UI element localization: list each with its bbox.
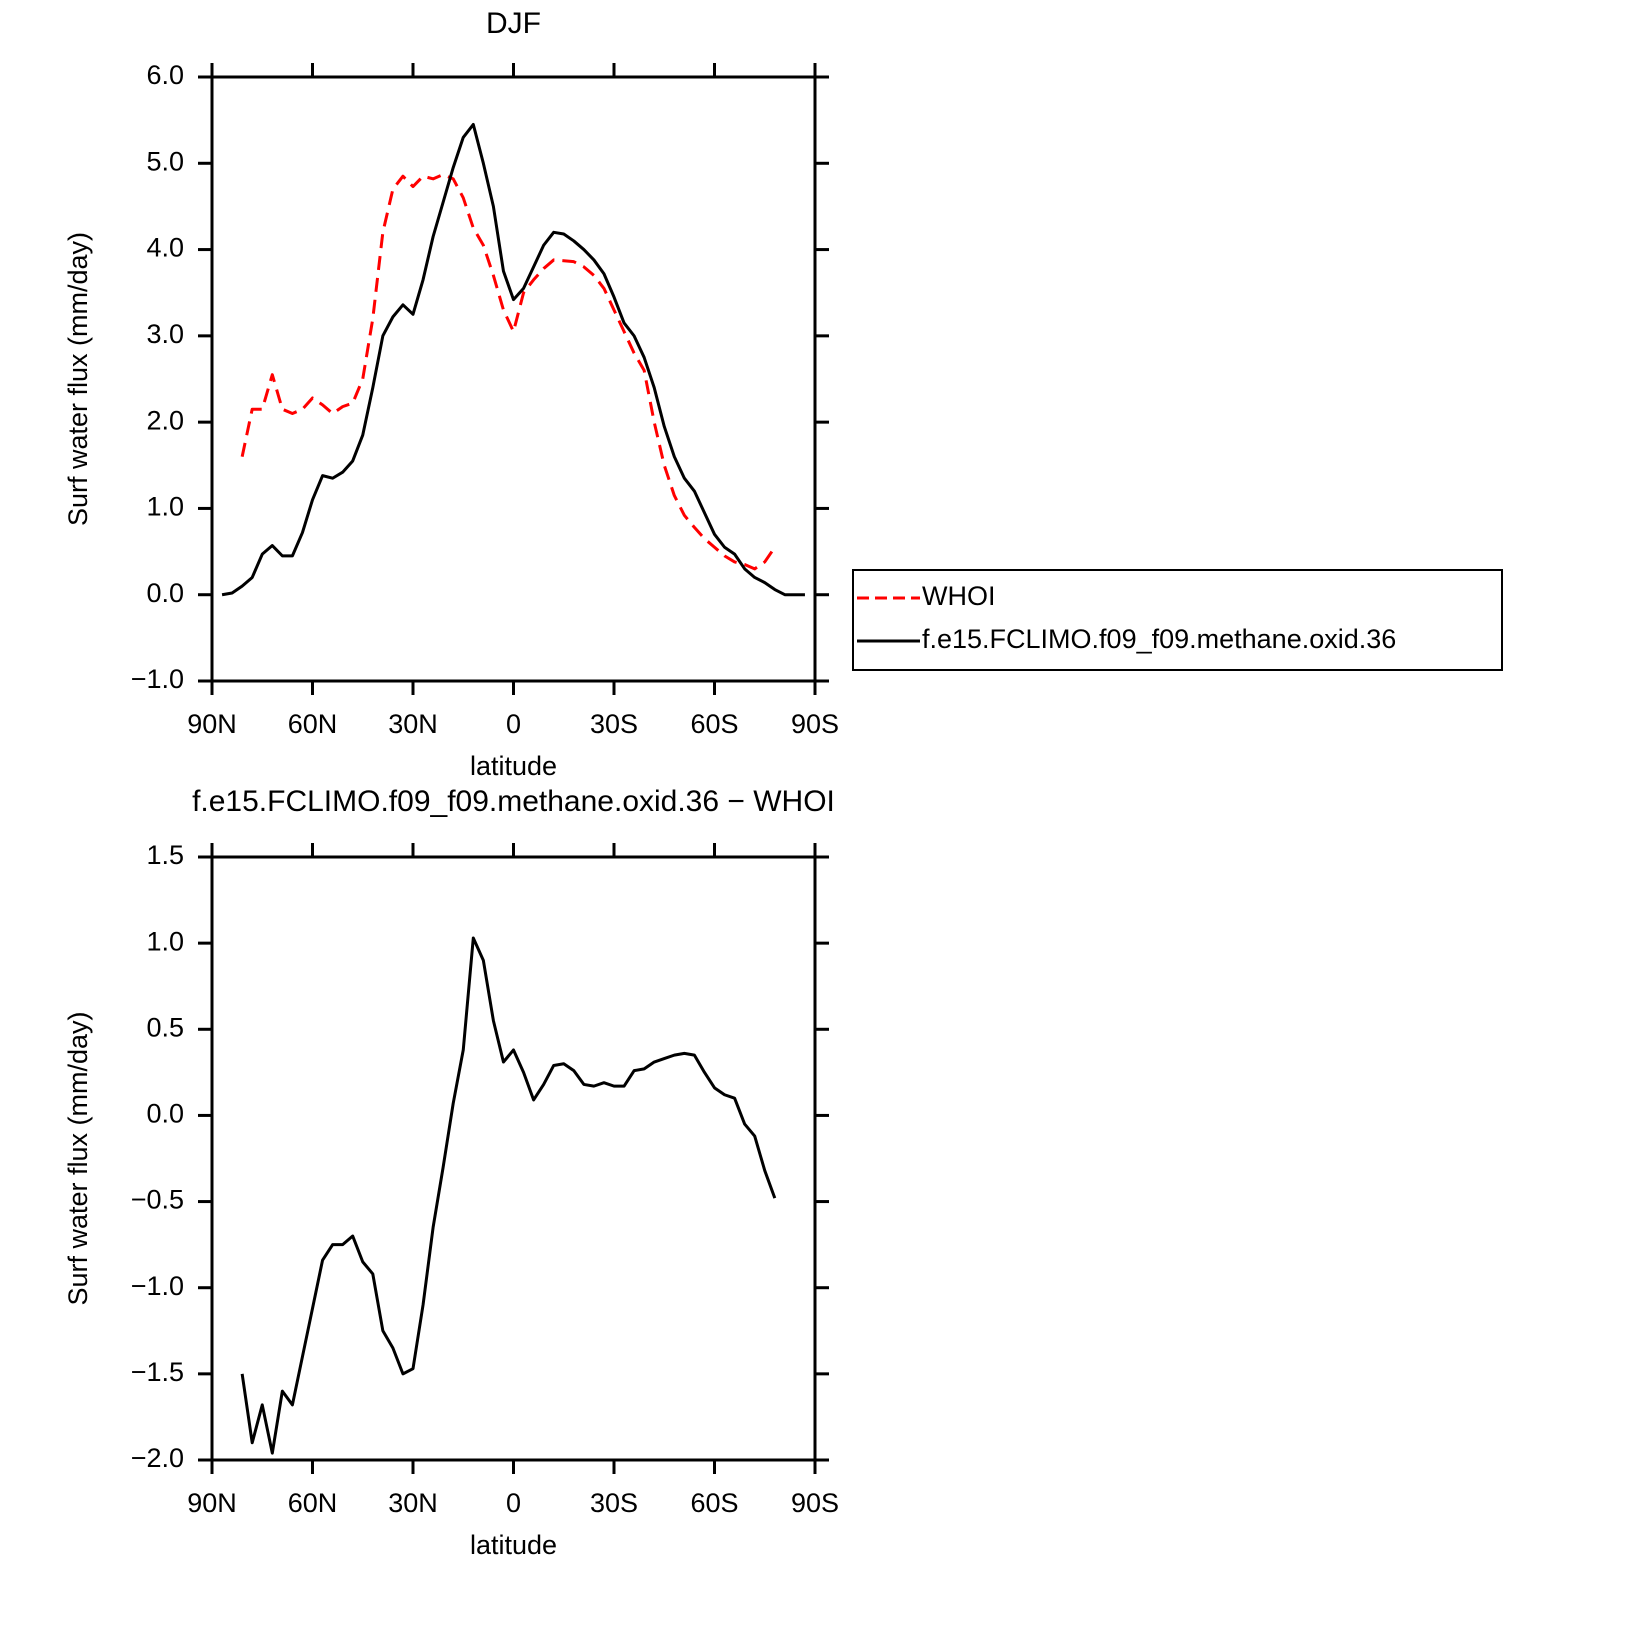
y-tick-label: 1.0 xyxy=(146,926,184,956)
legend-label: WHOI xyxy=(922,581,996,611)
y-tick-label: −2.0 xyxy=(131,1443,184,1473)
legend: WHOI f.e15.FCLIMO.f09_f09.methane.oxid.36 xyxy=(852,569,1503,671)
x-tick-label: 90S xyxy=(791,1488,839,1518)
x-axis-label: latitude xyxy=(470,1530,557,1560)
x-tick-label: 60S xyxy=(690,1488,738,1518)
y-axis-label: Surf water flux (mm/day) xyxy=(63,232,93,526)
y-tick-label: 0.5 xyxy=(146,1012,184,1042)
data-line xyxy=(240,173,777,571)
x-tick-label: 30N xyxy=(388,709,438,739)
y-axis-label: Surf water flux (mm/day) xyxy=(63,1011,93,1305)
plot-frame xyxy=(210,855,817,1462)
y-tick-label: 1.5 xyxy=(146,840,184,870)
x-tick-label: 30N xyxy=(388,1488,438,1518)
y-tick-label: −1.0 xyxy=(131,664,184,694)
x-tick-label: 90N xyxy=(187,1488,237,1518)
x-tick-label: 0 xyxy=(506,1488,521,1518)
legend-frame xyxy=(852,569,1503,671)
data-line xyxy=(240,936,777,1455)
x-tick-label: 90S xyxy=(791,709,839,739)
x-tick-label: 60N xyxy=(288,709,338,739)
x-tick-label: 30S xyxy=(590,1488,638,1518)
y-tick-label: 2.0 xyxy=(146,405,184,435)
y-tick-label: 0.0 xyxy=(146,578,184,608)
x-tick-label: 0 xyxy=(506,709,521,739)
data-line xyxy=(221,122,805,597)
y-tick-label: 5.0 xyxy=(146,146,184,176)
x-axis-label: latitude xyxy=(470,751,557,781)
chart-title: f.e15.FCLIMO.f09_f09.methane.oxid.36 − W… xyxy=(192,785,835,818)
y-tick-label: −1.5 xyxy=(131,1357,184,1387)
y-tick-label: 3.0 xyxy=(146,319,184,349)
y-tick-label: 0.0 xyxy=(146,1099,184,1129)
y-tick-label: 4.0 xyxy=(146,233,184,263)
x-tick-label: 60S xyxy=(690,709,738,739)
x-tick-label: 90N xyxy=(187,709,237,739)
x-tick-label: 60N xyxy=(288,1488,338,1518)
y-tick-label: 6.0 xyxy=(146,60,184,90)
y-tick-label: −1.0 xyxy=(131,1271,184,1301)
plot-frame xyxy=(210,75,817,683)
legend-label: f.e15.FCLIMO.f09_f09.methane.oxid.36 xyxy=(922,624,1396,654)
x-tick-label: 30S xyxy=(590,709,638,739)
y-tick-label: −0.5 xyxy=(131,1185,184,1215)
y-tick-label: 1.0 xyxy=(146,492,184,522)
chart-title: DJF xyxy=(486,7,541,40)
